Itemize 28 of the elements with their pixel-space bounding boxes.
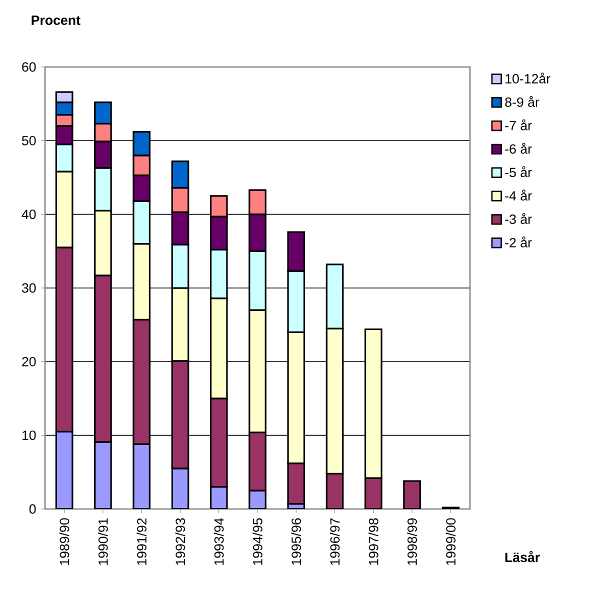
x-tick-label: 1993/94	[214, 518, 224, 565]
y-tick-label: 40	[22, 210, 36, 220]
x-tick-label: 1996/97	[330, 518, 340, 565]
x-tick-label: 1992/93	[175, 518, 186, 565]
legend-label: -4 år	[505, 190, 532, 201]
legend-label: -5 år	[505, 166, 532, 178]
x-tick-label: 1991/92	[136, 518, 146, 565]
legend-label: -3 år	[505, 213, 532, 224]
x-tick-label: 1995/96	[291, 518, 302, 565]
y-tick-label: 0	[29, 504, 36, 514]
x-tick-label: 1989/90	[59, 518, 70, 565]
x-tick-label: 1997/98	[368, 518, 378, 565]
x-axis-title: Läsår	[505, 551, 540, 562]
y-tick-label: 20	[22, 356, 36, 366]
x-tick-label: 1998/99	[407, 518, 417, 565]
legend-label: -6 år	[505, 142, 532, 154]
y-axis-title: Procent	[32, 16, 80, 25]
y-tick-label: 60	[22, 62, 36, 72]
x-tick-label: 1994/95	[252, 518, 262, 565]
legend-label: 10-12år	[506, 72, 550, 84]
y-tick-label: 50	[22, 136, 36, 146]
legend-label: 8-9 år	[505, 96, 540, 107]
y-tick-label: 30	[22, 283, 36, 293]
x-tick-label: 1999/00	[446, 518, 456, 565]
legend-label: -7 år	[505, 119, 532, 130]
x-tick-label: 1990/91	[98, 518, 108, 565]
legend-label: -2 år	[505, 236, 532, 248]
y-tick-label: 10	[22, 430, 36, 440]
